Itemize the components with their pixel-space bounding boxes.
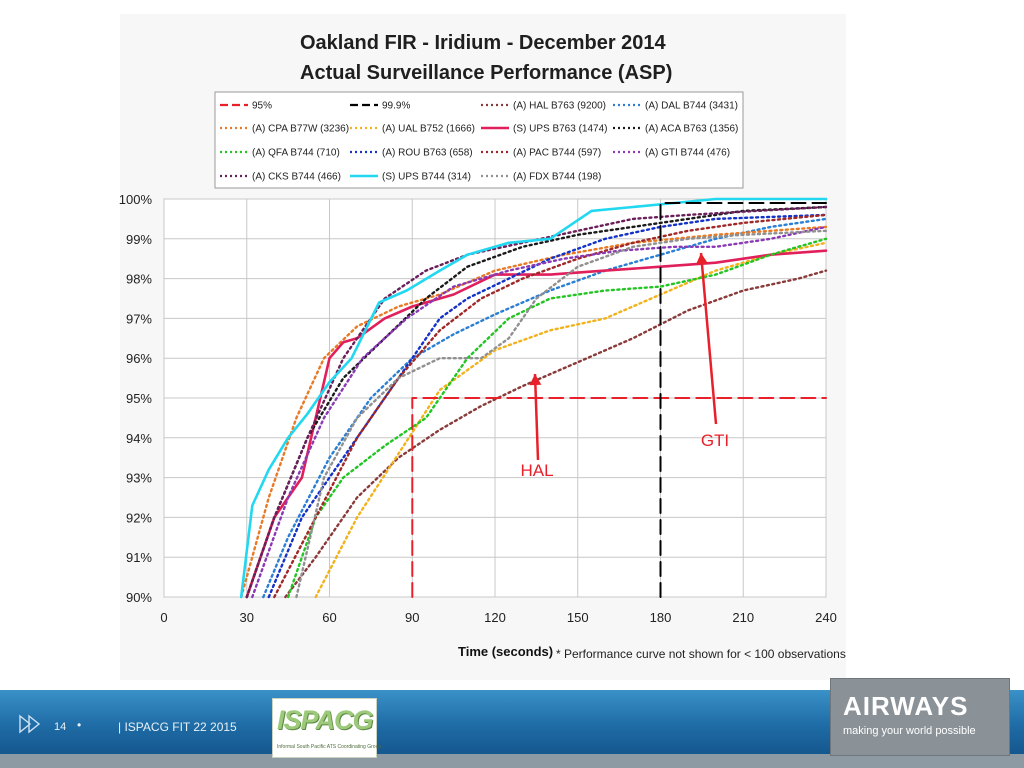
legend-label: (A) DAL B744 (3431) (645, 101, 738, 112)
legend-label: (A) PAC B744 (597) (513, 148, 601, 159)
airways-logo-word: AIRWAYS (843, 691, 969, 721)
x-tick-label: 0 (160, 610, 167, 625)
legend-label: (S) UPS B763 (1474) (513, 124, 608, 135)
legend-label: (A) ACA B763 (1356) (645, 124, 738, 135)
y-tick-label: 97% (126, 311, 152, 326)
series-line-a-hal-b763-9200 (284, 269, 828, 599)
annotation-arrow (699, 252, 718, 425)
footer: 14 • | ISPACG FIT 22 2015 ISPACG Informa… (0, 678, 1024, 768)
annotation-arrowhead (529, 374, 542, 386)
y-tick-label: 100% (119, 192, 153, 207)
annotation-label: GTI (701, 431, 729, 450)
x-tick-label: 150 (567, 610, 589, 625)
series-line-s-ups-b763-1474 (245, 249, 828, 599)
legend-label: 95% (252, 101, 272, 112)
slide-number: 14 (54, 721, 67, 733)
legend: 95% 99.9% (A) HAL B763 (9200) (A) DAL B744 … (220, 101, 738, 183)
chart-note: * Performance curve not shown for < 100 … (556, 647, 846, 661)
annotation-arrow (533, 373, 540, 461)
y-tick-label: 99% (126, 232, 152, 247)
x-tick-label: 210 (732, 610, 754, 625)
x-tick-label: 240 (815, 610, 837, 625)
annotation-label: HAL (520, 461, 553, 480)
annotations: HAL GTI (520, 252, 729, 480)
y-tick-label: 92% (126, 510, 152, 525)
y-tick-label: 91% (126, 550, 152, 565)
ispacg-logo: ISPACG Informal South Pacific ATS Coordi… (272, 698, 381, 758)
x-tick-label: 180 (650, 610, 672, 625)
legend-label: (A) ROU B763 (658) (382, 148, 473, 159)
legend-label: (A) FDX B744 (198) (513, 172, 601, 183)
y-axis: 90% 91% 92% 93% 94% 95% 96% 97% 98% 99% 100% (119, 192, 153, 605)
series-line-s-ups-b744-314 (239, 197, 828, 599)
airways-logo-tagline: making your world possible (843, 725, 976, 737)
footer-text: | ISPACG FIT 22 2015 (118, 720, 237, 734)
airways-logo: AIRWAYS making your world possible (830, 678, 1010, 756)
slide-arrow-icon (19, 714, 41, 734)
legend-label: (S) UPS B744 (314) (382, 172, 471, 183)
y-tick-label: 90% (126, 590, 152, 605)
ispacg-logo-word: ISPACG (277, 705, 374, 735)
series-line-a-dal-b744-3431 (262, 217, 828, 599)
y-tick-label: 98% (126, 272, 152, 287)
chart-title: Oakland FIR - Iridium - December 2014 (300, 32, 667, 54)
legend-label: (A) GTI B744 (476) (645, 148, 730, 159)
series-group (239, 197, 828, 599)
x-tick-label: 60 (322, 610, 336, 625)
chart-subtitle: Actual Surveillance Performance (ASP) (300, 62, 672, 84)
legend-label: (A) CPA B77W (3236) (252, 124, 349, 135)
series-line-a-ual-b752-1666 (314, 241, 828, 599)
series-line-a-gti-b744-476 (251, 225, 828, 599)
chart: Oakland FIR - Iridium - December 2014 Ac… (118, 32, 846, 661)
legend-label: (A) CKS B744 (466) (252, 172, 341, 183)
series-line-a-fdx-b744-198 (295, 229, 828, 599)
series-line-a-qfa-b744-710 (286, 237, 828, 599)
y-tick-label: 94% (126, 431, 152, 446)
y-tick-label: 96% (126, 351, 152, 366)
footer-strip (0, 754, 1024, 768)
series-line-a-cpa-b77w-3236 (239, 225, 828, 599)
series-line-95 (411, 397, 827, 598)
series-line-99-9 (659, 202, 827, 598)
legend-label: (A) QFA B744 (710) (252, 148, 340, 159)
annotation-arrowhead (695, 253, 708, 265)
x-axis: 0 30 60 90 120 150 180 210 240 (160, 610, 836, 625)
x-axis-title: Time (seconds) (458, 644, 553, 659)
y-tick-label: 93% (126, 471, 152, 486)
x-tick-label: 90 (405, 610, 419, 625)
legend-box (214, 91, 744, 189)
legend-label: (A) UAL B752 (1666) (382, 124, 475, 135)
y-tick-label: 95% (126, 391, 152, 406)
x-tick-label: 120 (484, 610, 506, 625)
legend-label: 99.9% (382, 101, 410, 112)
legend-label: (A) HAL B763 (9200) (513, 101, 606, 112)
ispacg-logo-tagline: Informal South Pacific ATS Coordinating … (277, 744, 382, 750)
x-tick-label: 30 (240, 610, 254, 625)
series-line-a-pac-b744-597 (273, 213, 828, 599)
slide-bullet: • (77, 718, 82, 732)
